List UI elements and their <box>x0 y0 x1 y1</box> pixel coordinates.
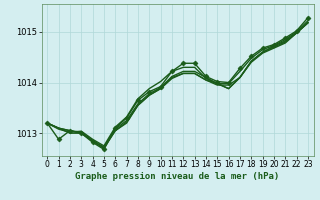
X-axis label: Graphe pression niveau de la mer (hPa): Graphe pression niveau de la mer (hPa) <box>76 172 280 181</box>
